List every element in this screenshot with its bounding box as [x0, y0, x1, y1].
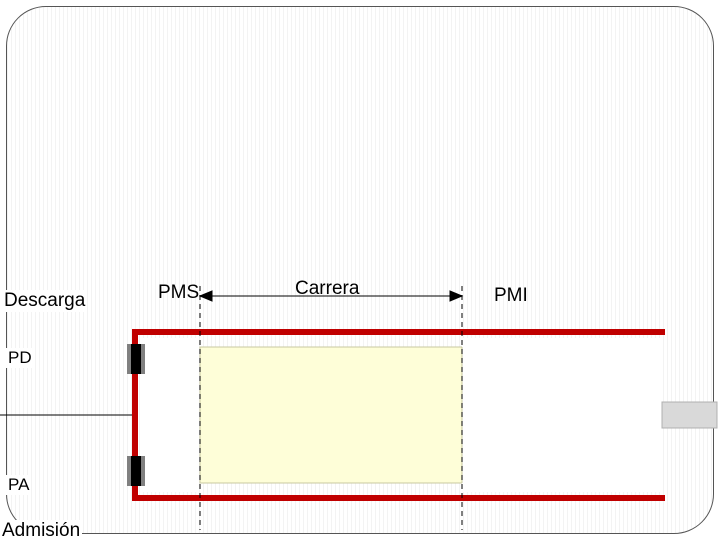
label-pd-sub: D — [19, 348, 31, 367]
label-vh: Vh — [316, 378, 339, 400]
label-carrera: Carrera — [295, 278, 359, 300]
label-pd: PD — [6, 348, 34, 368]
label-vh-base: V — [316, 378, 329, 399]
label-pa-base: P — [8, 475, 18, 494]
label-pd-base: P — [8, 348, 19, 367]
label-pa: PA — [6, 475, 31, 495]
label-descarga: Descarga — [2, 290, 87, 312]
label-vh-sub: h — [329, 378, 340, 399]
label-admision: Admisión — [0, 520, 82, 540]
label-volumen-line1: Volumen de embolada — [232, 418, 421, 440]
label-pa-sub: A — [18, 475, 29, 494]
label-pms: PMS — [158, 282, 199, 304]
label-pmi: PMI — [494, 285, 528, 307]
label-volumen-line2: cilindrada — [290, 438, 371, 460]
